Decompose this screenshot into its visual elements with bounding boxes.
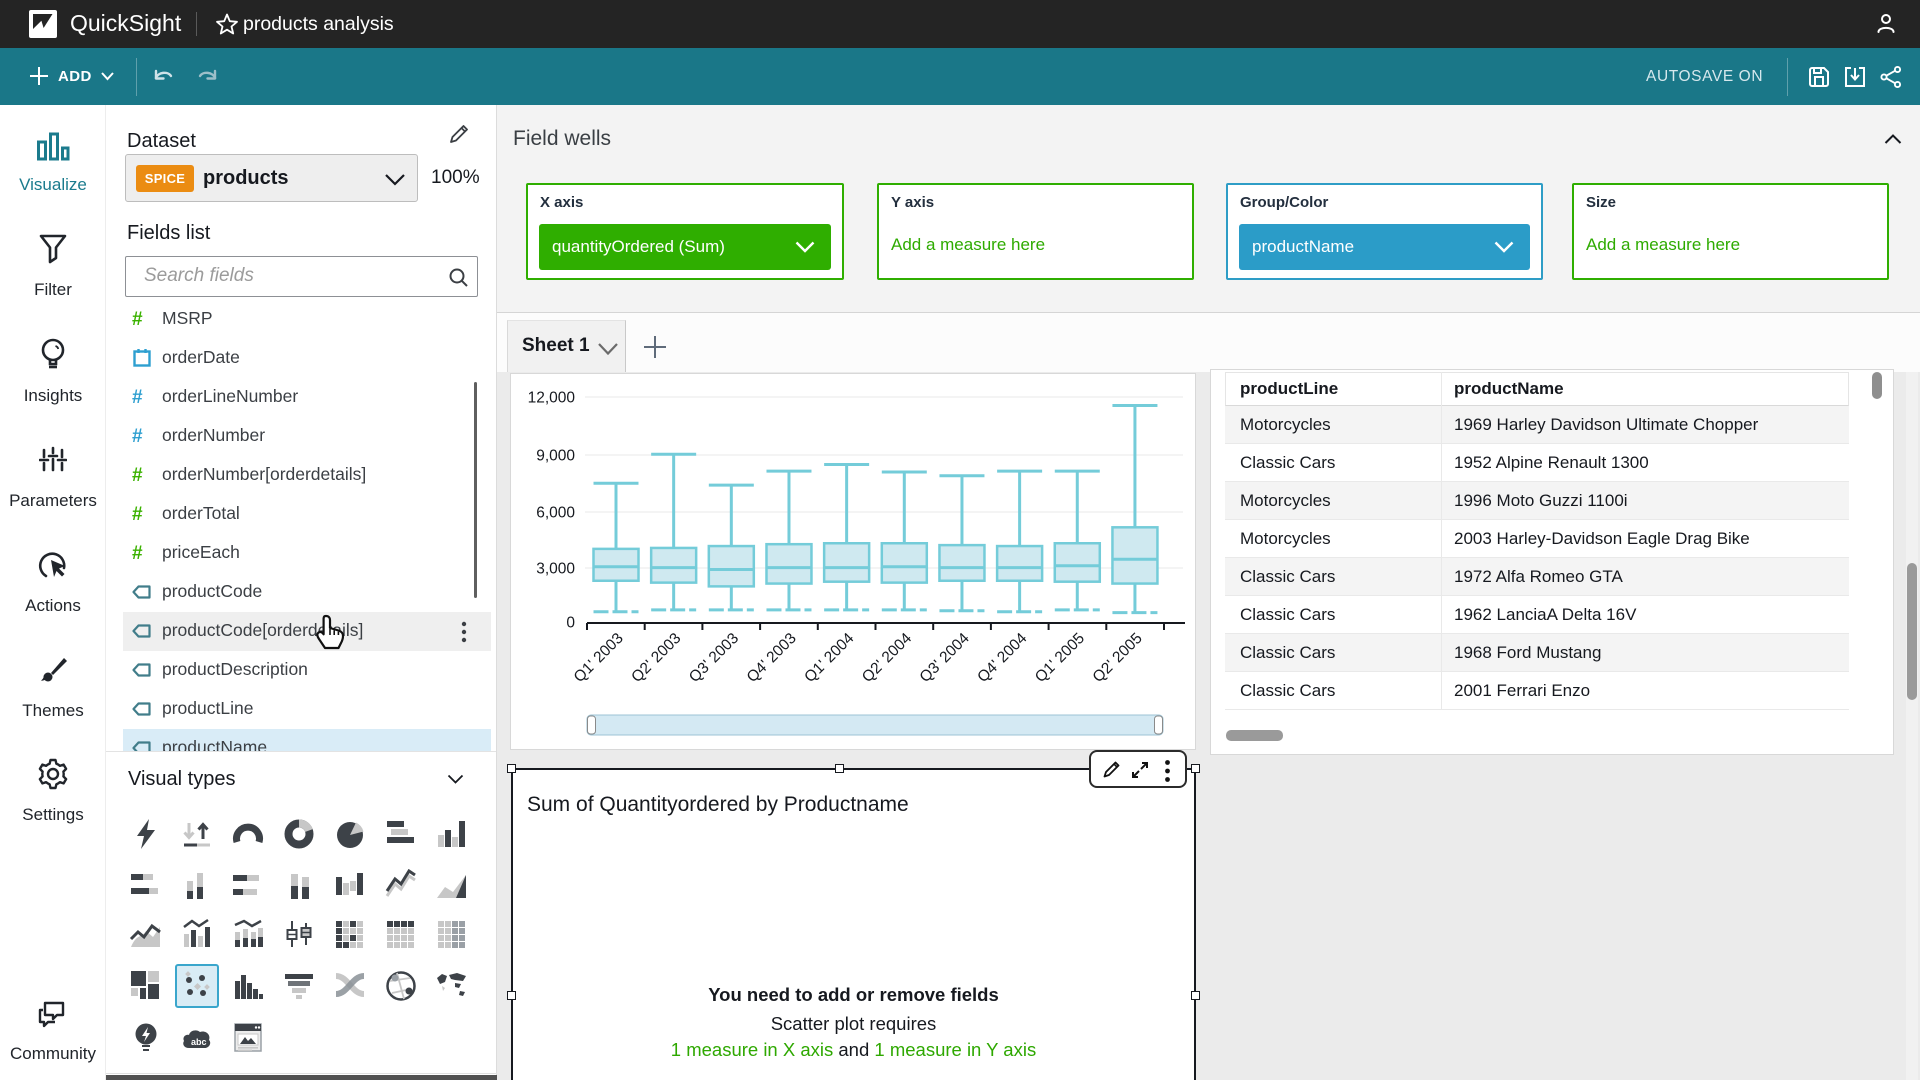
- svg-text:Q2' 2003: Q2' 2003: [628, 630, 684, 686]
- svg-text:Q2' 2005: Q2' 2005: [1090, 630, 1146, 686]
- svg-text:Q4' 2004: Q4' 2004: [974, 630, 1030, 686]
- svg-text:Q1' 2004: Q1' 2004: [801, 630, 857, 686]
- svg-text:3,000: 3,000: [536, 561, 575, 578]
- svg-text:Q4' 2003: Q4' 2003: [744, 630, 800, 686]
- svg-text:Q3' 2003: Q3' 2003: [686, 630, 742, 686]
- svg-text:9,000: 9,000: [536, 448, 575, 465]
- svg-text:6,000: 6,000: [536, 505, 575, 522]
- svg-text:Q2' 2004: Q2' 2004: [859, 630, 915, 686]
- svg-text:Q3' 2004: Q3' 2004: [917, 630, 973, 686]
- svg-text:12,000: 12,000: [528, 390, 576, 407]
- svg-text:abc: abc: [191, 1037, 207, 1047]
- svg-text:Q1' 2005: Q1' 2005: [1032, 630, 1088, 686]
- svg-text:0: 0: [566, 615, 575, 632]
- svg-text:Q1' 2003: Q1' 2003: [571, 630, 627, 686]
